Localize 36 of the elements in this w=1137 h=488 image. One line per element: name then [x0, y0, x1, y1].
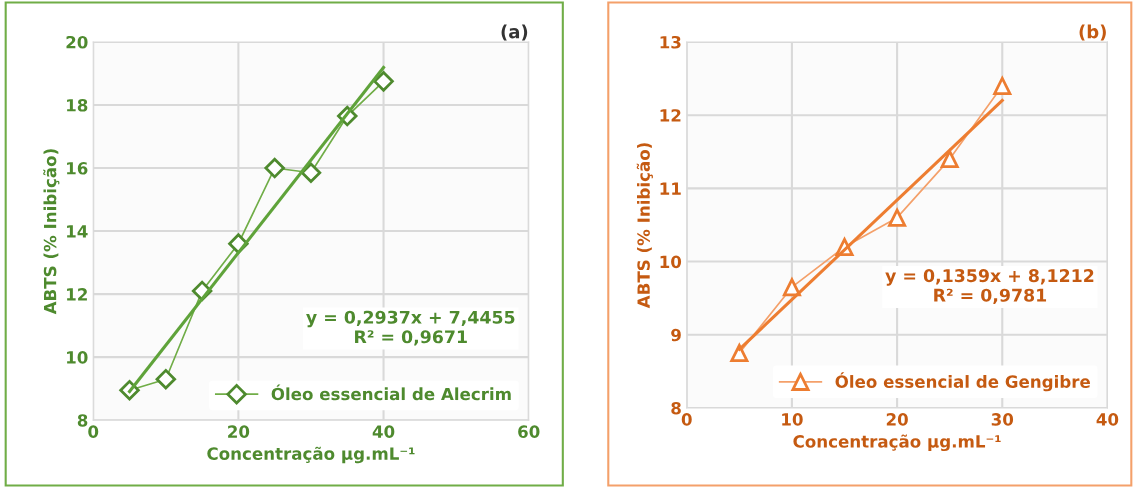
point	[264, 157, 285, 179]
legend-label: Óleo essencial de Alecrim	[271, 384, 511, 401]
y-tick-label: 8	[77, 414, 88, 427]
x-tick-label: 20	[886, 413, 908, 426]
y-tick-label: 8	[671, 401, 681, 415]
x-tick-label: 40	[1096, 413, 1119, 426]
x-axis-title: Concentração μg.mL⁻¹	[207, 446, 415, 464]
x-axis-title: Concentração μg.mL⁻¹	[793, 434, 1001, 452]
x-tick-label: 0	[681, 413, 692, 426]
point	[373, 71, 394, 92]
annotation: y = 0,1359x + 8,1212 R² = 0,9781	[885, 269, 1094, 304]
y-tick-label: 9	[671, 328, 681, 342]
text: (a)	[501, 24, 528, 41]
x-tick-label: 0	[88, 425, 99, 438]
y-tick-label: 18	[67, 98, 88, 112]
x-tick-label: 10	[782, 413, 803, 426]
x-tick-label: 40	[372, 425, 395, 438]
y-tick-label: 14	[67, 225, 88, 238]
y-tick-label: 13	[660, 35, 681, 49]
y-tick-label: 10	[67, 351, 88, 364]
legend-label: Óleo essencial de Gengibre	[835, 372, 1090, 392]
y-tick-label: 20	[66, 35, 88, 49]
y-tick-label: 16	[67, 162, 88, 175]
x-tick-label: 20	[228, 425, 250, 438]
y-axis-title: ABTS (% Inibição)	[43, 149, 60, 315]
y-tick-label: 12	[67, 288, 87, 301]
x-tick-label: 60	[518, 425, 540, 438]
text: (b)	[1079, 24, 1106, 41]
y-tick-label: 11	[660, 182, 681, 195]
y-axis-title: ABTS (% Inibição)	[636, 143, 653, 309]
y-tick-label: 12	[660, 109, 681, 122]
x-tick-label: 30	[991, 413, 1014, 426]
annotation: y = 0,2937x + 7,4455 R² = 0,9671	[306, 310, 515, 346]
y-tick-label: 10	[660, 255, 682, 269]
point	[155, 368, 177, 390]
point	[300, 162, 322, 183]
